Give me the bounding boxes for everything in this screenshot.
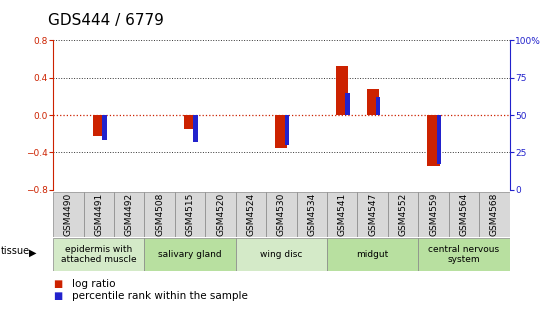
Bar: [114, 192, 144, 237]
Bar: [53, 238, 144, 271]
Text: GSM4520: GSM4520: [216, 193, 225, 236]
Bar: [276, 115, 287, 148]
Bar: [53, 192, 83, 237]
Bar: [144, 238, 236, 271]
Bar: [449, 192, 479, 237]
Text: GDS444 / 6779: GDS444 / 6779: [48, 13, 164, 29]
Bar: [175, 192, 206, 237]
Bar: [327, 238, 418, 271]
Text: GSM4530: GSM4530: [277, 193, 286, 236]
Bar: [193, 115, 198, 142]
Text: salivary gland: salivary gland: [158, 250, 222, 259]
Text: GSM4568: GSM4568: [490, 193, 499, 236]
Bar: [336, 67, 348, 115]
Bar: [236, 192, 266, 237]
Text: central nervous
system: central nervous system: [428, 245, 500, 264]
Text: ▶: ▶: [29, 248, 36, 258]
Bar: [83, 192, 114, 237]
Bar: [357, 192, 388, 237]
Bar: [144, 192, 175, 237]
Text: GSM4552: GSM4552: [399, 193, 408, 236]
Bar: [388, 192, 418, 237]
Bar: [427, 115, 440, 166]
Text: percentile rank within the sample: percentile rank within the sample: [72, 291, 248, 301]
Bar: [184, 115, 196, 129]
Text: GSM4559: GSM4559: [429, 193, 438, 236]
Text: GSM4490: GSM4490: [64, 193, 73, 236]
Bar: [327, 192, 357, 237]
Bar: [479, 192, 510, 237]
Bar: [376, 97, 380, 115]
Text: tissue: tissue: [1, 246, 30, 256]
Text: GSM4541: GSM4541: [338, 193, 347, 236]
Bar: [418, 238, 510, 271]
Text: GSM4524: GSM4524: [246, 193, 255, 236]
Bar: [418, 192, 449, 237]
Text: ■: ■: [53, 279, 63, 289]
Text: GSM4492: GSM4492: [125, 193, 134, 236]
Text: GSM4491: GSM4491: [94, 193, 104, 236]
Bar: [297, 192, 327, 237]
Text: midgut: midgut: [357, 250, 389, 259]
Text: wing disc: wing disc: [260, 250, 302, 259]
Bar: [346, 93, 350, 115]
Bar: [284, 115, 289, 145]
Bar: [206, 192, 236, 237]
Text: log ratio: log ratio: [72, 279, 115, 289]
Text: GSM4564: GSM4564: [459, 193, 469, 236]
Bar: [437, 115, 441, 164]
Bar: [266, 192, 297, 237]
Text: ■: ■: [53, 291, 63, 301]
Text: GSM4515: GSM4515: [185, 193, 195, 236]
Text: GSM4534: GSM4534: [307, 193, 316, 236]
Bar: [367, 89, 379, 115]
Bar: [93, 115, 105, 136]
Bar: [102, 115, 106, 140]
Text: epidermis with
attached muscle: epidermis with attached muscle: [61, 245, 137, 264]
Text: GSM4508: GSM4508: [155, 193, 164, 236]
Text: GSM4547: GSM4547: [368, 193, 377, 236]
Bar: [236, 238, 327, 271]
